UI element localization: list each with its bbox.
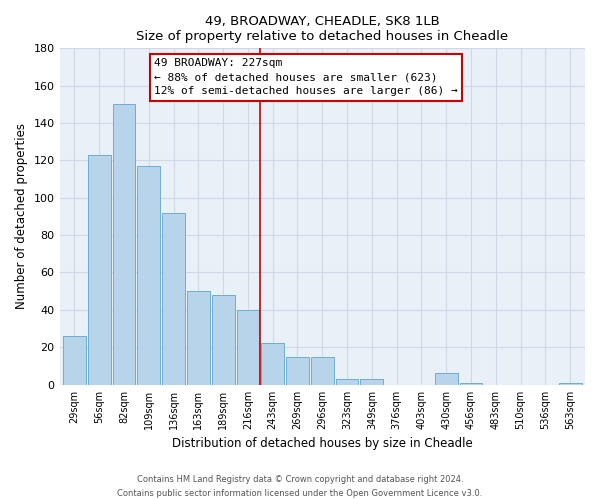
- Bar: [63, 336, 86, 384]
- Bar: [559, 382, 581, 384]
- Bar: [261, 344, 284, 384]
- X-axis label: Distribution of detached houses by size in Cheadle: Distribution of detached houses by size …: [172, 437, 473, 450]
- Bar: [335, 379, 358, 384]
- Bar: [435, 374, 458, 384]
- Bar: [361, 379, 383, 384]
- Bar: [212, 295, 235, 384]
- Bar: [137, 166, 160, 384]
- Y-axis label: Number of detached properties: Number of detached properties: [15, 124, 28, 310]
- Bar: [460, 382, 482, 384]
- Bar: [113, 104, 136, 384]
- Text: 49 BROADWAY: 227sqm
← 88% of detached houses are smaller (623)
12% of semi-detac: 49 BROADWAY: 227sqm ← 88% of detached ho…: [154, 58, 458, 96]
- Bar: [311, 356, 334, 384]
- Bar: [162, 212, 185, 384]
- Bar: [88, 155, 110, 384]
- Title: 49, BROADWAY, CHEADLE, SK8 1LB
Size of property relative to detached houses in C: 49, BROADWAY, CHEADLE, SK8 1LB Size of p…: [136, 15, 508, 43]
- Text: Contains HM Land Registry data © Crown copyright and database right 2024.
Contai: Contains HM Land Registry data © Crown c…: [118, 476, 482, 498]
- Bar: [236, 310, 259, 384]
- Bar: [286, 356, 309, 384]
- Bar: [187, 291, 210, 384]
